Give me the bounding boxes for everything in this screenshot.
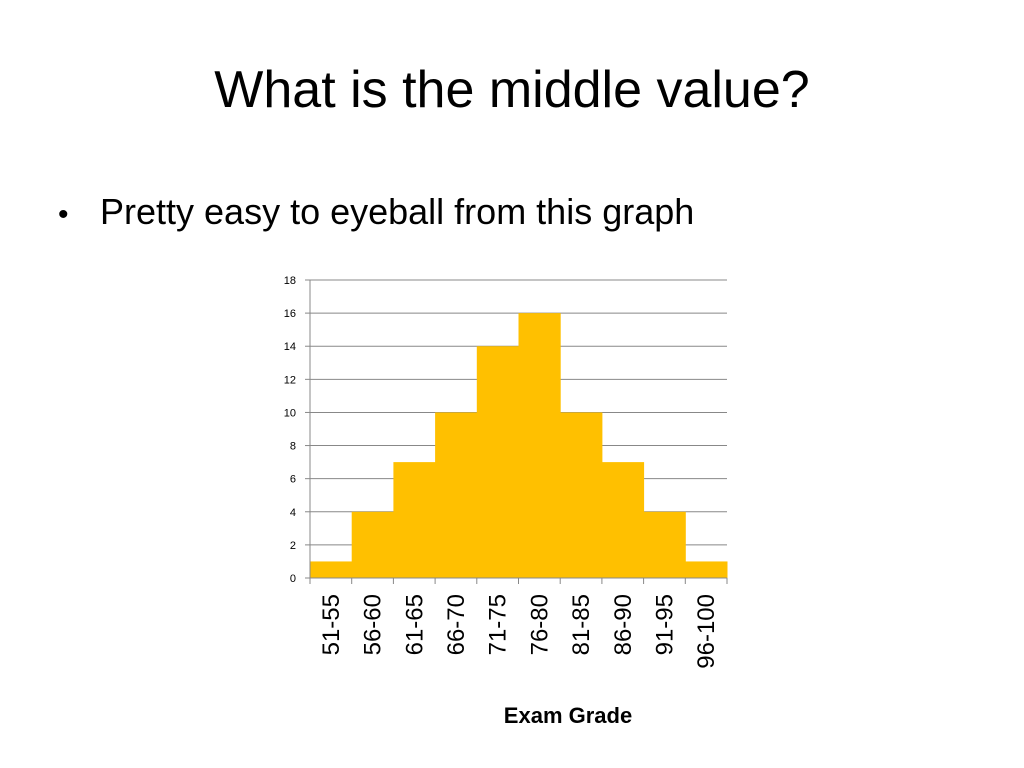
bar-76-80 xyxy=(518,313,561,578)
bullet-dot-icon: • xyxy=(58,198,69,231)
y-tick-label: 0 xyxy=(290,573,296,585)
x-tick-label: 81-85 xyxy=(568,594,595,655)
bullet-text: Pretty easy to eyeball from this graph xyxy=(100,191,695,232)
x-tick-label: 96-100 xyxy=(693,594,720,669)
y-tick-label: 12 xyxy=(284,374,296,386)
y-tick-label: 16 xyxy=(284,308,296,320)
bar-66-70 xyxy=(435,412,478,578)
bar-71-75 xyxy=(476,346,519,578)
bar-86-90 xyxy=(601,462,645,578)
bar-81-85 xyxy=(560,412,603,578)
y-tick-label: 8 xyxy=(290,441,296,453)
x-tick-label: 56-60 xyxy=(360,594,387,655)
bars xyxy=(310,313,728,578)
y-tick-label: 10 xyxy=(284,407,296,419)
bar-51-55 xyxy=(310,561,353,578)
y-tick-label: 18 xyxy=(284,275,296,287)
y-tick-label: 6 xyxy=(290,474,296,486)
x-tick-label: 86-90 xyxy=(610,594,637,655)
bar-96-100 xyxy=(685,561,728,578)
x-tick-label: 66-70 xyxy=(443,594,470,655)
slide-title: What is the middle value? xyxy=(214,61,810,119)
y-tick-label: 2 xyxy=(290,540,296,552)
x-tick-label: 91-95 xyxy=(651,594,678,655)
x-axis-label: Exam Grade xyxy=(504,703,632,728)
x-tick-label: 51-55 xyxy=(318,594,345,655)
y-tick-label: 14 xyxy=(284,341,296,353)
bar-56-60 xyxy=(351,511,394,578)
x-tick-label: 76-80 xyxy=(526,594,553,655)
y-tick-labels: 0 2 4 6 8 10 12 14 16 18 xyxy=(284,275,310,585)
x-tick-labels: 51-55 56-60 61-65 66-70 71-75 76-80 81-85 86-90… xyxy=(309,578,728,669)
bullet-item: • Pretty easy to eyeball from this graph xyxy=(58,190,694,233)
bar-91-95 xyxy=(643,511,686,578)
bar-61-65 xyxy=(393,462,436,578)
x-tick-label: 61-65 xyxy=(401,594,428,655)
y-tick-label: 4 xyxy=(290,507,296,519)
x-tick-label: 71-75 xyxy=(485,594,512,655)
